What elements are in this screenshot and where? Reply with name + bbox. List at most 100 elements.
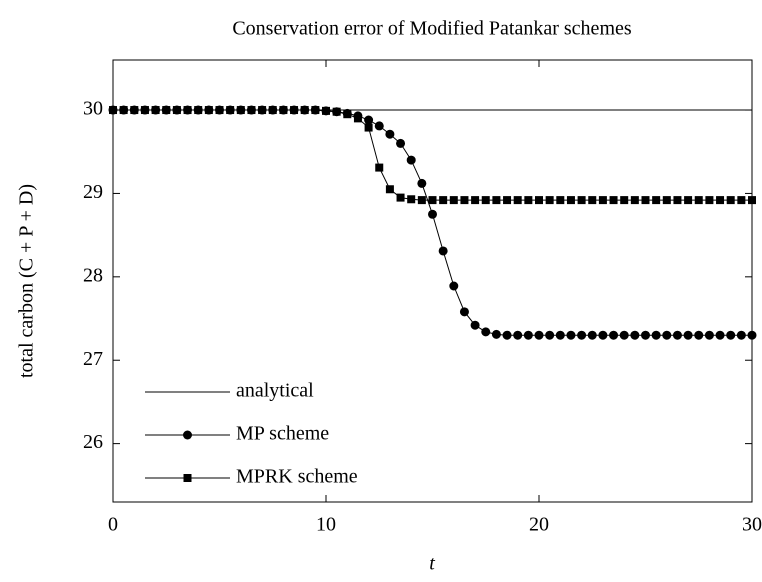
marker-circle [374, 121, 384, 131]
marker-square [332, 107, 341, 116]
legend-label: MP scheme [236, 423, 329, 445]
marker-circle [704, 330, 714, 340]
marker-circle [534, 330, 544, 340]
marker-circle [587, 330, 597, 340]
marker-square [204, 106, 213, 115]
marker-circle [417, 178, 427, 188]
y-tick-label: 26 [83, 431, 103, 453]
marker-square [236, 106, 245, 115]
marker-circle [598, 330, 608, 340]
legend-marker [183, 430, 192, 440]
marker-square [407, 195, 416, 204]
marker-circle [449, 281, 459, 291]
marker-square [428, 196, 437, 205]
legend-label: MPRK scheme [236, 466, 358, 488]
marker-circle [555, 330, 565, 340]
marker-square [566, 196, 575, 205]
series-line [113, 109, 752, 336]
marker-square [598, 196, 607, 205]
marker-circle [406, 155, 416, 165]
marker-square [545, 196, 554, 205]
marker-circle [736, 330, 746, 340]
marker-square [684, 196, 693, 205]
x-tick-label: 0 [108, 514, 118, 536]
chart-title: Conservation error of Modified Patankar … [232, 18, 632, 40]
y-tick-label: 27 [83, 348, 103, 370]
marker-circle [662, 330, 672, 340]
marker-circle [545, 330, 555, 340]
marker-square [556, 196, 565, 205]
marker-circle [577, 330, 587, 340]
marker-square [119, 106, 128, 115]
marker-square [375, 163, 384, 172]
marker-square [311, 106, 320, 115]
marker-square [396, 193, 405, 202]
marker-square [194, 106, 203, 115]
marker-square [652, 196, 661, 205]
marker-square [503, 196, 512, 205]
marker-circle [470, 320, 480, 330]
marker-square [577, 196, 586, 205]
marker-square [481, 196, 490, 205]
legend-label: analytical [236, 380, 314, 402]
marker-circle [364, 115, 374, 125]
marker-square [492, 196, 501, 205]
marker-square [694, 196, 703, 205]
marker-square [439, 196, 448, 205]
marker-square [726, 196, 735, 205]
marker-square [535, 196, 543, 205]
marker-circle [672, 330, 682, 340]
marker-square [460, 196, 469, 205]
marker-circle [502, 330, 512, 340]
marker-square [130, 106, 139, 115]
marker-square [630, 196, 639, 205]
marker-square [290, 106, 299, 115]
marker-circle [428, 209, 437, 219]
marker-circle [566, 330, 576, 340]
marker-circle [523, 330, 533, 340]
y-tick-label: 28 [83, 264, 103, 286]
marker-square [385, 185, 394, 194]
marker-square [620, 196, 629, 205]
x-tick-label: 20 [529, 514, 549, 536]
marker-circle [630, 330, 640, 340]
marker-square [151, 106, 160, 115]
marker-square [449, 196, 458, 205]
marker-circle [619, 330, 629, 340]
marker-square [609, 196, 618, 205]
marker-square [183, 106, 192, 115]
marker-square [471, 196, 480, 205]
legend-marker [183, 474, 192, 482]
marker-circle [609, 330, 619, 340]
marker-square [705, 196, 714, 205]
y-tick-label: 30 [83, 98, 103, 120]
marker-circle [481, 327, 491, 337]
marker-square [417, 196, 426, 205]
marker-square [279, 106, 288, 115]
marker-square [162, 106, 171, 115]
marker-circle [459, 307, 469, 317]
marker-circle [747, 330, 757, 340]
marker-square [322, 106, 330, 115]
marker-square [140, 106, 149, 115]
marker-circle [385, 129, 395, 139]
x-tick-label: 10 [316, 514, 336, 536]
marker-square [226, 106, 235, 115]
marker-square [641, 196, 650, 205]
plot-frame [112, 59, 753, 503]
marker-square [716, 196, 725, 205]
marker-square [588, 196, 597, 205]
marker-square [524, 196, 533, 205]
marker-circle [513, 330, 523, 340]
marker-circle [438, 246, 448, 256]
marker-square [748, 196, 756, 205]
series-line [113, 109, 752, 201]
marker-circle [726, 330, 736, 340]
marker-circle [396, 138, 406, 148]
marker-square [673, 196, 682, 205]
marker-square [662, 196, 671, 205]
marker-square [258, 106, 267, 115]
marker-square [737, 196, 746, 205]
marker-square [300, 106, 309, 115]
